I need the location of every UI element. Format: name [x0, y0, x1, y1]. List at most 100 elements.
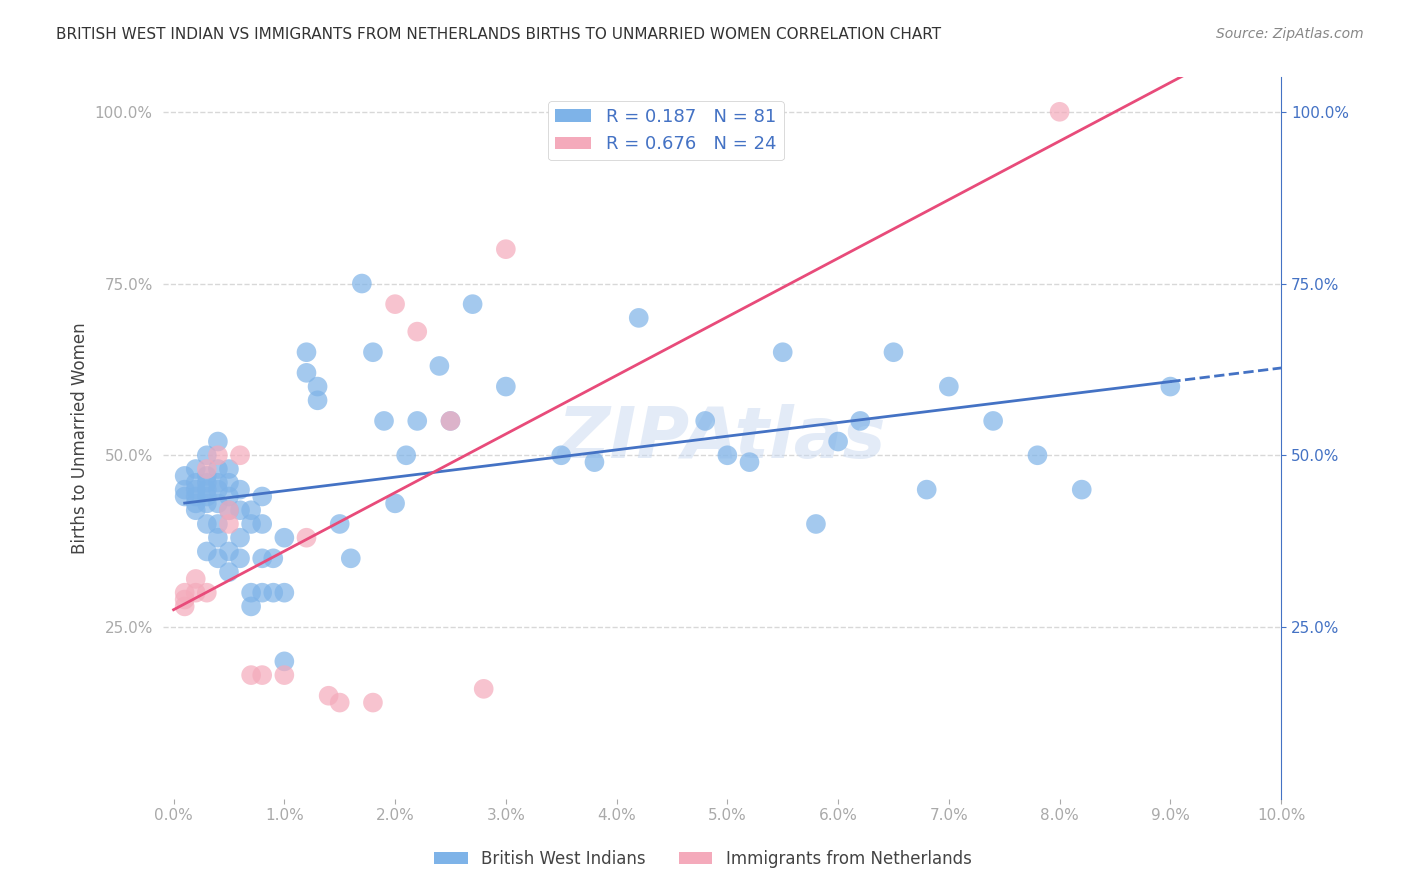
Point — [207, 496, 229, 510]
Point — [882, 345, 904, 359]
Point — [184, 483, 207, 497]
Point — [240, 599, 263, 614]
Point — [384, 297, 406, 311]
Point — [195, 448, 218, 462]
Legend: R = 0.187   N = 81, R = 0.676   N = 24: R = 0.187 N = 81, R = 0.676 N = 24 — [548, 101, 783, 161]
Point — [173, 490, 195, 504]
Point — [195, 475, 218, 490]
Point — [938, 379, 960, 393]
Point — [273, 654, 295, 668]
Point — [827, 434, 849, 449]
Point — [218, 503, 240, 517]
Point — [229, 483, 252, 497]
Point — [184, 585, 207, 599]
Point — [218, 565, 240, 579]
Point — [207, 551, 229, 566]
Point — [184, 462, 207, 476]
Point — [583, 455, 606, 469]
Point — [262, 585, 284, 599]
Point — [395, 448, 418, 462]
Y-axis label: Births to Unmarried Women: Births to Unmarried Women — [72, 322, 89, 554]
Point — [218, 462, 240, 476]
Point — [361, 696, 384, 710]
Point — [439, 414, 461, 428]
Point — [373, 414, 395, 428]
Point — [329, 696, 352, 710]
Point — [173, 469, 195, 483]
Point — [207, 483, 229, 497]
Point — [173, 585, 195, 599]
Point — [207, 434, 229, 449]
Point — [295, 531, 318, 545]
Text: BRITISH WEST INDIAN VS IMMIGRANTS FROM NETHERLANDS BIRTHS TO UNMARRIED WOMEN COR: BRITISH WEST INDIAN VS IMMIGRANTS FROM N… — [56, 27, 942, 42]
Point — [772, 345, 794, 359]
Point — [173, 483, 195, 497]
Point — [361, 345, 384, 359]
Point — [207, 516, 229, 531]
Point — [184, 475, 207, 490]
Point — [218, 503, 240, 517]
Point — [207, 462, 229, 476]
Point — [195, 496, 218, 510]
Point — [495, 242, 517, 256]
Point — [229, 531, 252, 545]
Text: Source: ZipAtlas.com: Source: ZipAtlas.com — [1216, 27, 1364, 41]
Point — [250, 551, 273, 566]
Point — [738, 455, 761, 469]
Point — [495, 379, 517, 393]
Point — [240, 516, 263, 531]
Point — [849, 414, 872, 428]
Point — [207, 475, 229, 490]
Point — [195, 462, 218, 476]
Point — [1026, 448, 1049, 462]
Point — [273, 585, 295, 599]
Point — [915, 483, 938, 497]
Point — [184, 490, 207, 504]
Point — [627, 310, 650, 325]
Point — [339, 551, 361, 566]
Point — [218, 516, 240, 531]
Point — [195, 544, 218, 558]
Point — [329, 516, 352, 531]
Point — [273, 531, 295, 545]
Point — [240, 668, 263, 682]
Point — [550, 448, 572, 462]
Point — [384, 496, 406, 510]
Point — [250, 516, 273, 531]
Point — [207, 531, 229, 545]
Point — [350, 277, 373, 291]
Point — [406, 325, 429, 339]
Point — [1159, 379, 1181, 393]
Point — [295, 366, 318, 380]
Point — [195, 483, 218, 497]
Point — [195, 490, 218, 504]
Point — [195, 516, 218, 531]
Point — [318, 689, 340, 703]
Point — [240, 503, 263, 517]
Point — [804, 516, 827, 531]
Point — [262, 551, 284, 566]
Point — [195, 585, 218, 599]
Point — [240, 585, 263, 599]
Point — [1049, 104, 1071, 119]
Point — [439, 414, 461, 428]
Point — [184, 503, 207, 517]
Point — [307, 393, 329, 408]
Point — [207, 448, 229, 462]
Point — [250, 585, 273, 599]
Point — [229, 551, 252, 566]
Point — [195, 469, 218, 483]
Point — [184, 496, 207, 510]
Point — [173, 592, 195, 607]
Point — [218, 544, 240, 558]
Point — [218, 490, 240, 504]
Point — [472, 681, 495, 696]
Point — [307, 379, 329, 393]
Point — [429, 359, 451, 373]
Point — [406, 414, 429, 428]
Point — [273, 668, 295, 682]
Point — [229, 503, 252, 517]
Point — [716, 448, 738, 462]
Legend: British West Indians, Immigrants from Netherlands: British West Indians, Immigrants from Ne… — [427, 844, 979, 875]
Point — [184, 572, 207, 586]
